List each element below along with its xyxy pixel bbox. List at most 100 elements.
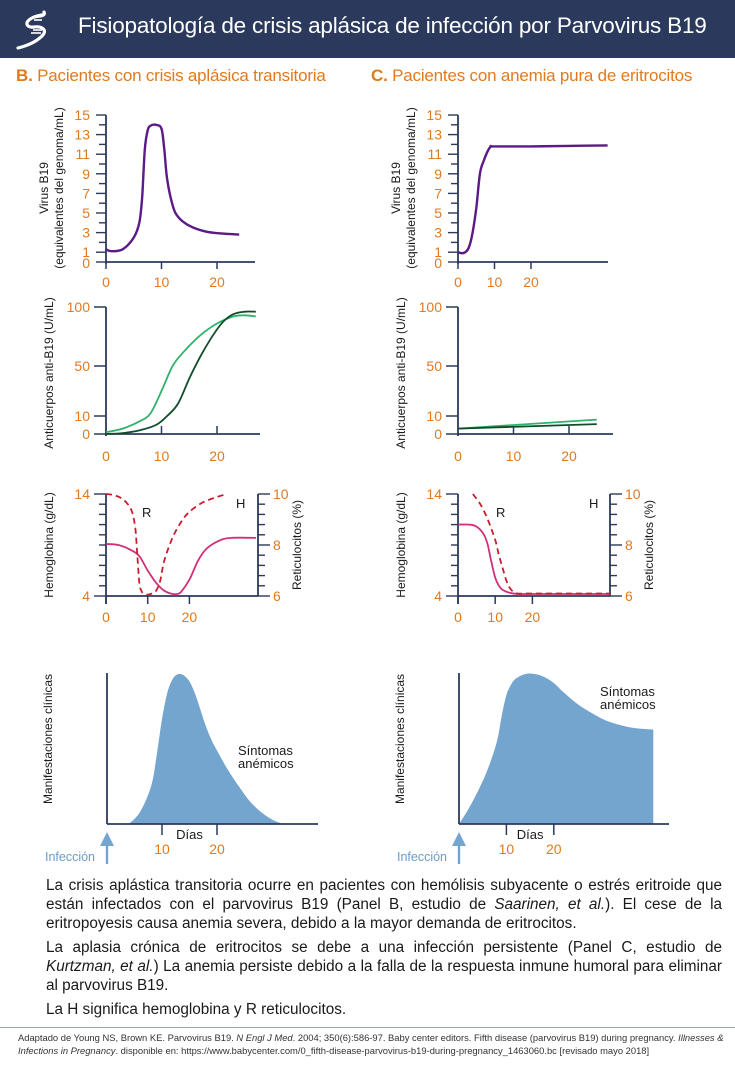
paragraph-panel-b: La crisis aplástica transitoria ocurre e… bbox=[46, 876, 722, 933]
b-antibody-x-tick-label: 20 bbox=[209, 448, 225, 464]
footnote-source-title: Illnesses & Infections in Pregnancy bbox=[18, 1032, 724, 1056]
c-hb-x-tick-label: 0 bbox=[454, 609, 462, 625]
b-hb-right-y-tick-label: 6 bbox=[273, 588, 281, 604]
b-hb-right-y-tick-label: 10 bbox=[273, 486, 289, 502]
c-antibody-antibody-line-dark bbox=[457, 423, 597, 430]
c-clinical-symptoms-label-line1: Síntomas bbox=[600, 684, 655, 699]
paragraph-panel-c: La aplasia crónica de eritrocitos se deb… bbox=[46, 938, 722, 995]
b-hb-right-y-tick-label: 8 bbox=[273, 537, 281, 553]
b-virus-x-tick-label: 0 bbox=[102, 274, 110, 290]
paragraph-b-citation: Saarinen, et al. bbox=[494, 896, 606, 913]
c-virus-y-axis-title: Virus B19 (equivalentes del genoma/mL) bbox=[389, 107, 418, 268]
c-clinical-infection-arrow-icon bbox=[452, 832, 466, 846]
c-virus-y-axis-title-line1: Virus B19 bbox=[389, 162, 403, 214]
b-clinical-symptoms-area bbox=[129, 673, 283, 824]
b-hb-left-axis-title: Hemoglobina (g/dL) bbox=[42, 492, 56, 597]
c-virus-y-tick-label: 13 bbox=[426, 127, 442, 143]
paragraph-b-text-1: La crisis aplástica transitoria ocurre e… bbox=[46, 877, 722, 913]
b-antibody-y-axis-title: Anticuerpos anti-B19 (U/mL) bbox=[42, 297, 56, 448]
paragraph-c-text-2: ) La anemia persiste debido a la falla d… bbox=[46, 958, 722, 994]
c-clinical-symptoms-area bbox=[459, 673, 654, 824]
panel-b-title-text: Pacientes con crisis aplásica transitori… bbox=[37, 66, 326, 85]
c-virus-x-tick-label: 20 bbox=[523, 274, 539, 290]
c-virus-y-tick-label: 3 bbox=[434, 225, 442, 241]
b-virus-y-axis-title-line2: (equivalentes del genoma/mL) bbox=[52, 107, 66, 268]
footnote-text-3: . disponible en: https://www.babycenter.… bbox=[115, 1045, 650, 1056]
b-hb-r-label: R bbox=[142, 505, 151, 520]
c-hb-right-y-tick-label: 6 bbox=[625, 588, 633, 604]
c-virus-y-tick-label: 5 bbox=[434, 205, 442, 221]
b-antibody-x-tick-label: 10 bbox=[154, 448, 170, 464]
b-virus-y-tick-label: 5 bbox=[82, 205, 90, 221]
c-hb-reticulocyte-line bbox=[472, 493, 610, 595]
b-clinical-infection-arrow-icon bbox=[100, 832, 114, 846]
b-virus-y-axis-title: Virus B19 (equivalentes del genoma/mL) bbox=[37, 107, 66, 268]
b-clinical-symptoms-label-line2: anémicos bbox=[238, 756, 294, 771]
b-antibody-y-tick-label: 50 bbox=[74, 358, 90, 374]
b-hb-x-tick-label: 10 bbox=[140, 609, 156, 625]
c-clinical-infection-label: Infección bbox=[397, 850, 447, 864]
c-antibody-y-tick-label: 50 bbox=[426, 358, 442, 374]
b-clinical-infection-label: Infección bbox=[45, 850, 95, 864]
b-hb-right-axis-title: Reticulocitos (%) bbox=[290, 500, 304, 590]
c-hb-right-y-tick-label: 8 bbox=[625, 537, 633, 553]
b-virus-y-tick-label: 11 bbox=[75, 146, 90, 162]
c-clinical-x-tick-label: 20 bbox=[546, 841, 562, 857]
b-hb-left-y-tick-label: 4 bbox=[82, 588, 90, 604]
b-clinical-x-axis-title: Días bbox=[176, 827, 203, 842]
footnote: Adaptado de Young NS, Brown KE. Parvovir… bbox=[18, 1031, 728, 1057]
footnote-text-2: . 2004; 350(6):586-97. Baby center edito… bbox=[292, 1032, 679, 1043]
c-clinical-symptoms-label-line2: anémicos bbox=[600, 697, 656, 712]
panel-b-letter: B. bbox=[16, 66, 33, 85]
b-clinical-symptoms-label-line1: Síntomas bbox=[238, 743, 293, 758]
b-hb-hemoglobin-line bbox=[105, 536, 257, 596]
c-antibody-x-tick-label: 0 bbox=[454, 448, 462, 464]
c-virus-virus-line bbox=[457, 144, 608, 255]
b-virus-y-tick-label: 0 bbox=[82, 255, 90, 271]
c-virus-x-tick-label: 0 bbox=[454, 274, 462, 290]
c-virus-y-tick-label: 7 bbox=[434, 185, 442, 201]
c-hb-left-y-tick-label: 14 bbox=[426, 486, 442, 502]
b-hb-h-label: H bbox=[236, 496, 245, 511]
dna-helix-logo-icon bbox=[16, 10, 46, 50]
b-antibody-y-tick-label: 10 bbox=[74, 408, 90, 424]
b-virus-y-tick-label: 7 bbox=[82, 185, 90, 201]
c-virus-y-tick-label: 0 bbox=[434, 255, 442, 271]
c-hb-x-tick-label: 10 bbox=[487, 609, 503, 625]
paragraph-c-text-1: La aplasia crónica de eritrocitos se deb… bbox=[46, 939, 722, 956]
c-hb-x-tick-label: 20 bbox=[525, 609, 541, 625]
panel-c-letter: C. bbox=[371, 66, 388, 85]
c-clinical-y-axis-title: Manifestaciones clínicas bbox=[393, 674, 407, 804]
b-virus-y-tick-label: 1 bbox=[82, 244, 90, 260]
b-hb-x-tick-label: 0 bbox=[102, 609, 110, 625]
c-antibody-x-tick-label: 10 bbox=[506, 448, 522, 464]
paragraph-c-citation: Kurtzman, et al. bbox=[46, 958, 154, 975]
c-clinical-x-tick-label: 10 bbox=[499, 841, 515, 857]
c-hb-h-label: H bbox=[589, 496, 598, 511]
b-antibody-y-tick-label: 0 bbox=[82, 426, 90, 442]
b-virus-x-tick-label: 10 bbox=[154, 274, 170, 290]
footnote-text-1: Adaptado de Young NS, Brown KE. Parvovir… bbox=[18, 1032, 237, 1043]
b-antibody-antibody-line-dark bbox=[105, 310, 256, 435]
b-virus-y-tick-label: 9 bbox=[82, 166, 90, 182]
c-antibody-y-axis-title: Anticuerpos anti-B19 (U/mL) bbox=[394, 297, 408, 448]
c-virus-y-tick-label: 9 bbox=[434, 166, 442, 182]
b-antibody-x-tick-label: 0 bbox=[102, 448, 110, 464]
b-clinical-x-tick-label: 20 bbox=[209, 841, 225, 857]
b-clinical-x-tick-label: 10 bbox=[154, 841, 170, 857]
c-virus-y-tick-label: 1 bbox=[434, 244, 442, 260]
b-clinical-y-axis-title: Manifestaciones clínicas bbox=[41, 674, 55, 804]
c-antibody-y-tick-label: 0 bbox=[434, 426, 442, 442]
b-hb-reticulocyte-line bbox=[105, 493, 228, 596]
paragraph-legend-note: La H significa hemoglobina y R reticuloc… bbox=[46, 1001, 347, 1018]
header-banner: Fisiopatología de crisis aplásica de inf… bbox=[0, 0, 735, 58]
c-antibody-y-tick-label: 100 bbox=[419, 299, 443, 315]
panel-c-title: C. Pacientes con anemia pura de eritroci… bbox=[371, 66, 692, 86]
c-virus-y-tick-label: 15 bbox=[426, 107, 442, 123]
c-hb-left-axis-title: Hemoglobina (g/dL) bbox=[394, 492, 408, 597]
panel-c-title-text: Pacientes con anemia pura de eritrocitos bbox=[392, 66, 693, 85]
b-hb-left-y-tick-label: 14 bbox=[74, 486, 90, 502]
c-hb-r-label: R bbox=[496, 505, 505, 520]
c-antibody-y-tick-label: 10 bbox=[426, 408, 442, 424]
b-antibody-y-tick-label: 100 bbox=[67, 299, 91, 315]
